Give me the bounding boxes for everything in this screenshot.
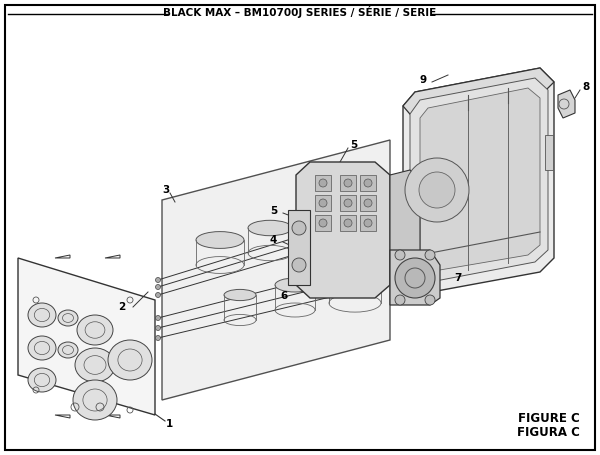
Polygon shape xyxy=(410,78,548,284)
Text: 8: 8 xyxy=(582,82,589,92)
Text: 2: 2 xyxy=(118,302,125,312)
Polygon shape xyxy=(403,68,554,120)
Circle shape xyxy=(155,293,161,298)
Bar xyxy=(315,175,331,191)
Circle shape xyxy=(419,172,455,208)
Bar xyxy=(340,195,356,211)
Bar xyxy=(360,215,376,231)
Polygon shape xyxy=(105,255,120,258)
Text: 4: 4 xyxy=(270,235,277,245)
Text: 9: 9 xyxy=(420,75,427,85)
Polygon shape xyxy=(55,415,70,418)
Bar xyxy=(545,135,553,170)
Text: 5: 5 xyxy=(350,140,357,150)
Ellipse shape xyxy=(108,340,152,380)
Ellipse shape xyxy=(77,315,113,345)
Circle shape xyxy=(155,325,161,330)
Circle shape xyxy=(395,295,405,305)
Circle shape xyxy=(364,219,372,227)
Polygon shape xyxy=(403,68,554,295)
Circle shape xyxy=(344,219,352,227)
Polygon shape xyxy=(558,90,575,118)
Circle shape xyxy=(319,179,327,187)
Bar xyxy=(315,215,331,231)
Ellipse shape xyxy=(73,380,117,420)
Ellipse shape xyxy=(306,213,354,230)
Polygon shape xyxy=(288,210,310,285)
Bar xyxy=(360,195,376,211)
Circle shape xyxy=(292,221,306,235)
Circle shape xyxy=(292,258,306,272)
Circle shape xyxy=(395,258,435,298)
Polygon shape xyxy=(390,250,440,305)
Circle shape xyxy=(364,199,372,207)
Text: 5: 5 xyxy=(270,206,277,216)
Circle shape xyxy=(425,295,435,305)
Text: 3: 3 xyxy=(162,185,169,195)
Polygon shape xyxy=(105,415,120,418)
Circle shape xyxy=(395,250,405,260)
Circle shape xyxy=(344,179,352,187)
Bar xyxy=(340,175,356,191)
Bar xyxy=(360,175,376,191)
Ellipse shape xyxy=(75,348,115,382)
Polygon shape xyxy=(296,162,390,298)
Circle shape xyxy=(364,179,372,187)
Circle shape xyxy=(319,219,327,227)
Polygon shape xyxy=(162,140,390,400)
Circle shape xyxy=(425,250,435,260)
Polygon shape xyxy=(420,88,540,272)
Text: BLACK MAX – BM10700J SERIES / SÉRIE / SERIE: BLACK MAX – BM10700J SERIES / SÉRIE / SE… xyxy=(163,6,437,18)
Circle shape xyxy=(405,158,469,222)
Ellipse shape xyxy=(58,342,78,358)
Circle shape xyxy=(155,284,161,289)
Ellipse shape xyxy=(28,368,56,392)
Text: 6: 6 xyxy=(280,291,287,301)
Ellipse shape xyxy=(196,232,244,248)
Text: 1: 1 xyxy=(166,419,173,429)
Ellipse shape xyxy=(58,310,78,326)
Circle shape xyxy=(155,278,161,283)
Ellipse shape xyxy=(329,269,381,287)
Ellipse shape xyxy=(275,278,315,292)
Bar xyxy=(315,195,331,211)
Ellipse shape xyxy=(28,336,56,360)
Ellipse shape xyxy=(28,303,56,327)
Polygon shape xyxy=(18,258,155,415)
Circle shape xyxy=(344,199,352,207)
Circle shape xyxy=(319,199,327,207)
Text: FIGURA C: FIGURA C xyxy=(517,425,580,439)
Bar xyxy=(340,215,356,231)
Circle shape xyxy=(155,315,161,320)
Ellipse shape xyxy=(248,220,292,236)
Polygon shape xyxy=(390,170,420,298)
Polygon shape xyxy=(55,255,70,258)
Text: 7: 7 xyxy=(454,273,461,283)
Circle shape xyxy=(155,335,161,340)
Ellipse shape xyxy=(224,289,256,301)
Text: FIGURE C: FIGURE C xyxy=(518,411,580,425)
